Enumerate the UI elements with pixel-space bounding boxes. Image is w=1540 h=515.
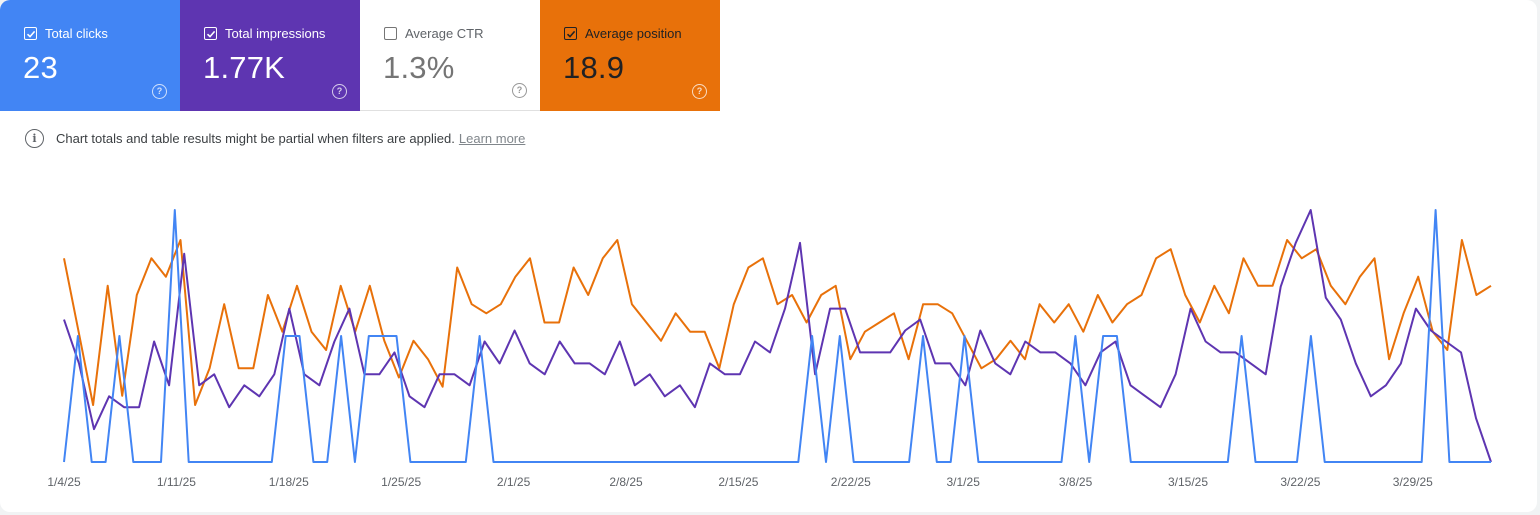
- metric-value: 1.3%: [383, 50, 455, 85]
- metric-label: Average CTR: [405, 26, 484, 41]
- learn-more-link[interactable]: Learn more: [458, 131, 526, 146]
- checkbox-checked-icon[interactable]: [564, 27, 577, 40]
- help-icon[interactable]: ?: [692, 84, 707, 99]
- x-tick-label: 2/1/25: [497, 475, 531, 489]
- x-tick-label: 2/15/25: [718, 475, 758, 489]
- metric-label: Total clicks: [45, 26, 108, 41]
- partial-results-notice: i Chart totals and table results might b…: [25, 129, 525, 148]
- info-icon: i: [25, 129, 44, 148]
- checkbox-checked-icon[interactable]: [204, 27, 217, 40]
- x-tick-label: 1/4/25: [47, 475, 81, 489]
- metric-label: Total impressions: [225, 26, 326, 41]
- metric-value: 1.77K: [203, 50, 286, 85]
- x-tick-label: 1/11/25: [157, 475, 196, 489]
- x-tick-label: 3/29/25: [1393, 475, 1433, 489]
- checkbox-checked-icon[interactable]: [24, 27, 37, 40]
- help-icon[interactable]: ?: [512, 83, 527, 98]
- x-tick-label: 3/1/25: [947, 475, 981, 489]
- metric-label: Average position: [585, 26, 682, 41]
- series-line-total-clicks: [63, 209, 1491, 463]
- notice-message: Chart totals and table results might be …: [56, 131, 455, 146]
- x-tick-label: 3/22/25: [1280, 475, 1320, 489]
- metric-tiles: Total clicks 23 ? Total impressions 1.77…: [0, 0, 720, 111]
- metric-value: 23: [23, 50, 58, 85]
- help-icon[interactable]: ?: [332, 84, 347, 99]
- series-line-average-position: [63, 239, 1492, 406]
- help-icon[interactable]: ?: [152, 84, 167, 99]
- metric-tile-total-impressions[interactable]: Total impressions 1.77K ?: [180, 0, 360, 111]
- metric-tile-average-position[interactable]: Average position 18.9 ?: [540, 0, 720, 111]
- x-tick-label: 3/15/25: [1168, 475, 1208, 489]
- metric-tile-average-ctr[interactable]: Average CTR 1.3% ?: [360, 0, 540, 111]
- series-line-total-impressions: [63, 209, 1492, 463]
- checkbox-unchecked-icon[interactable]: [384, 27, 397, 40]
- x-tick-label: 2/8/25: [609, 475, 643, 489]
- x-tick-label: 1/25/25: [381, 475, 421, 489]
- x-tick-label: 2/22/25: [831, 475, 871, 489]
- x-tick-label: 3/8/25: [1059, 475, 1093, 489]
- metric-tile-total-clicks[interactable]: Total clicks 23 ?: [0, 0, 180, 111]
- metric-value: 18.9: [563, 50, 625, 85]
- x-tick-label: 1/18/25: [269, 475, 309, 489]
